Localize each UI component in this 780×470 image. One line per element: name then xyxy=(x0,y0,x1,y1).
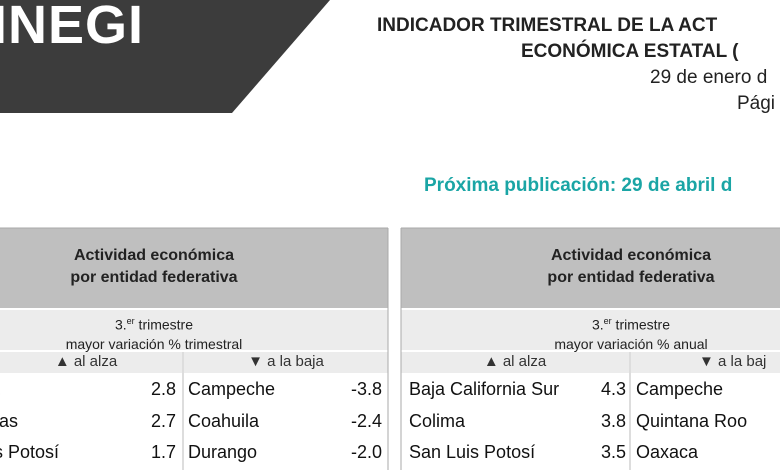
period: 3. xyxy=(591,316,604,333)
title: ECONÓMICA ESTATAL ( xyxy=(521,41,739,62)
up-label: ▲ al alza xyxy=(0,352,182,373)
period: 3.er trimestre mayor variación % trimestr… xyxy=(0,310,388,352)
period: trimestre xyxy=(134,316,194,333)
state-name: Baja California Sur xyxy=(409,379,560,399)
logo-band xyxy=(0,0,330,113)
next-publication: Próxima publicación: 29 de abril d xyxy=(424,175,733,196)
heading-line: por entidad federativa xyxy=(70,269,238,286)
state-name: San Luis Potosí xyxy=(409,442,536,462)
state-name: Colima xyxy=(409,410,466,431)
down-label: ▼ a la baja xyxy=(184,352,388,373)
state-name: Oaxaca xyxy=(636,442,699,462)
down-label: ▼ a la baj xyxy=(631,352,780,373)
heading-line: por entidad federativa xyxy=(547,269,715,286)
value: -3.8 xyxy=(350,379,382,399)
logo: INEGI xyxy=(0,0,145,55)
state-name: Quintana Roo xyxy=(636,410,748,431)
state-name: cas xyxy=(0,410,19,431)
value: -2.4 xyxy=(350,410,382,431)
period: 3.er trimestre mayor variación % anual xyxy=(401,310,780,352)
value: 3.5 xyxy=(600,442,626,462)
period-sup: er xyxy=(603,316,612,326)
title: INDICADOR TRIMESTRAL DE LA ACT xyxy=(377,15,718,36)
value: 3.8 xyxy=(600,410,626,431)
value: 1.7 xyxy=(150,442,176,462)
table-heading: Actividad económica por entidad federativ… xyxy=(0,228,388,308)
measure: mayor variación % anual xyxy=(554,335,708,352)
period-sup: er xyxy=(126,316,135,326)
heading-line: Actividad económica xyxy=(73,247,235,264)
value: 2.7 xyxy=(150,410,176,431)
date: 29 de enero d xyxy=(650,67,768,88)
value: 4.3 xyxy=(600,379,626,399)
state-name: Coahuila xyxy=(188,410,260,431)
state-name: Durango xyxy=(188,442,258,462)
heading-line: Actividad económica xyxy=(550,247,712,264)
state-name: Campeche xyxy=(188,379,276,399)
measure: mayor variación % trimestral xyxy=(65,335,243,352)
state-name: is Potosí xyxy=(0,442,60,462)
state-name: Campeche xyxy=(636,379,724,399)
value: 2.8 xyxy=(150,379,176,399)
value: -2.0 xyxy=(350,442,382,462)
page-number: Pági xyxy=(737,93,776,114)
table-heading: Actividad económica por entidad federativ… xyxy=(401,228,780,308)
up-label: ▲ al alza xyxy=(54,353,118,370)
up-label: ▲ al alza xyxy=(401,352,629,373)
period: trimestre xyxy=(611,316,671,333)
period: 3. xyxy=(114,316,127,333)
